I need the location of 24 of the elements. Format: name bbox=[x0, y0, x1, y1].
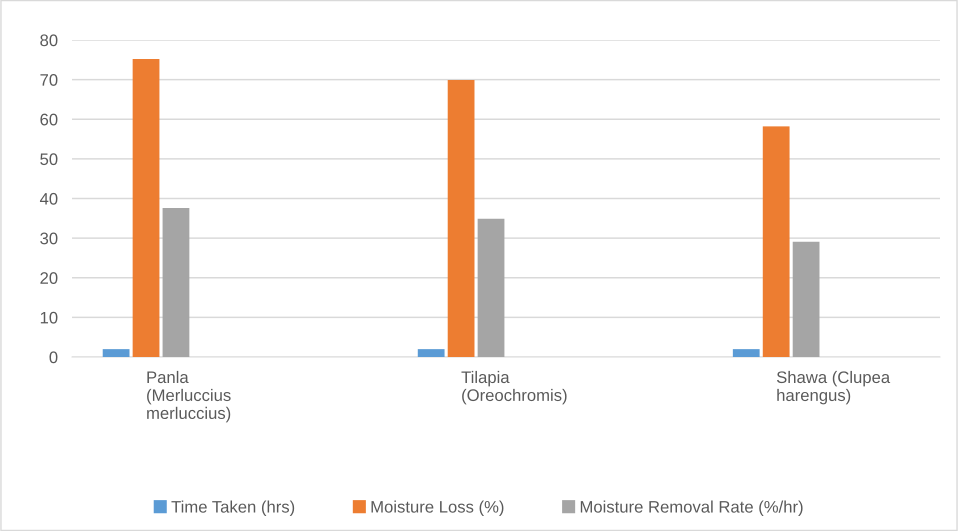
legend-label: Moisture Loss (%) bbox=[372, 500, 504, 516]
y-tick-label: 50 bbox=[40, 153, 58, 166]
bar bbox=[762, 126, 790, 357]
y-tick-label: 70 bbox=[40, 74, 58, 86]
bar bbox=[162, 208, 190, 357]
bar bbox=[448, 80, 474, 357]
x-tick-label: Tilapia (Oreochromis) bbox=[461, 370, 567, 404]
y-tick-label: 10 bbox=[40, 312, 58, 324]
y-tick-label: 80 bbox=[40, 34, 58, 46]
bar bbox=[102, 349, 130, 357]
x-tick-label: Shawa (Clupea harengus) bbox=[776, 370, 890, 404]
y-tick-label: 40 bbox=[40, 192, 58, 205]
legend-label: Moisture Removal Rate (%/hr) bbox=[580, 500, 803, 516]
bar bbox=[132, 59, 160, 357]
y-tick-label: 0 bbox=[49, 351, 58, 364]
bar bbox=[792, 242, 820, 357]
bar bbox=[732, 349, 760, 357]
bar bbox=[478, 218, 504, 357]
y-tick-label: 20 bbox=[40, 272, 58, 284]
x-tick-label: Panla (Merluccius merluccius) bbox=[147, 370, 231, 422]
y-tick-label: 30 bbox=[40, 232, 58, 244]
bar bbox=[418, 349, 445, 357]
legend-label: Time Taken (hrs) bbox=[171, 500, 294, 516]
y-tick-label: 60 bbox=[40, 114, 58, 126]
